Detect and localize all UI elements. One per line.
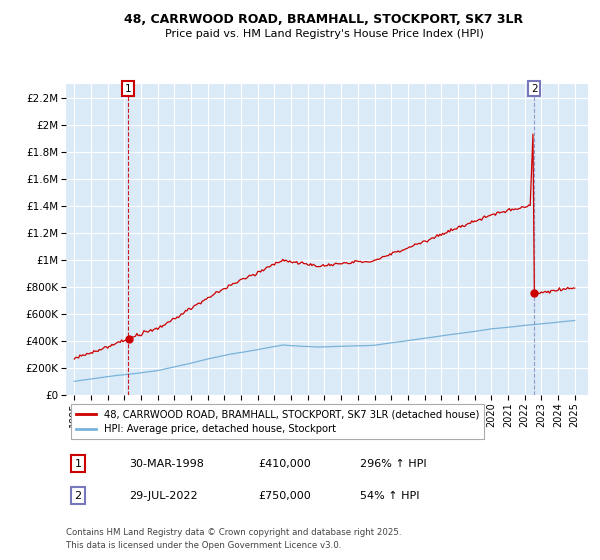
Text: £750,000: £750,000 <box>258 491 311 501</box>
Text: 1: 1 <box>125 83 131 94</box>
Text: £410,000: £410,000 <box>258 459 311 469</box>
Text: Price paid vs. HM Land Registry's House Price Index (HPI): Price paid vs. HM Land Registry's House … <box>164 29 484 39</box>
Legend: 48, CARRWOOD ROAD, BRAMHALL, STOCKPORT, SK7 3LR (detached house), HPI: Average p: 48, CARRWOOD ROAD, BRAMHALL, STOCKPORT, … <box>71 404 484 439</box>
Text: 296% ↑ HPI: 296% ↑ HPI <box>360 459 427 469</box>
Text: 29-JUL-2022: 29-JUL-2022 <box>129 491 197 501</box>
Text: 1: 1 <box>74 459 82 469</box>
Text: 48, CARRWOOD ROAD, BRAMHALL, STOCKPORT, SK7 3LR: 48, CARRWOOD ROAD, BRAMHALL, STOCKPORT, … <box>124 13 524 26</box>
Text: 30-MAR-1998: 30-MAR-1998 <box>129 459 204 469</box>
Text: Contains HM Land Registry data © Crown copyright and database right 2025.
This d: Contains HM Land Registry data © Crown c… <box>66 528 401 550</box>
Text: 54% ↑ HPI: 54% ↑ HPI <box>360 491 419 501</box>
Text: 2: 2 <box>74 491 82 501</box>
Text: 2: 2 <box>531 83 538 94</box>
